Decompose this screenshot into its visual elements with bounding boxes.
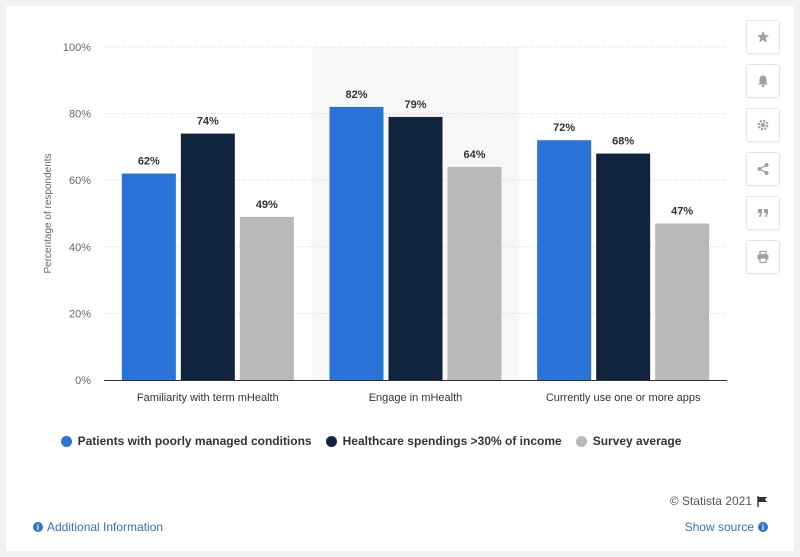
- bar: [329, 106, 384, 380]
- y-tick-label: 0%: [75, 375, 91, 387]
- bar: [388, 116, 443, 381]
- share-button[interactable]: [746, 152, 780, 186]
- data-label: 74%: [197, 116, 219, 128]
- legend-dot-spendings: [325, 435, 337, 447]
- legend-label-average: Survey average: [592, 434, 682, 448]
- toolbar: [746, 20, 780, 284]
- legend-item-average[interactable]: Survey average: [575, 434, 682, 448]
- gear-icon: [757, 119, 769, 131]
- notification-button[interactable]: [746, 64, 780, 98]
- y-tick-label: 100%: [63, 42, 91, 54]
- print-button[interactable]: [746, 240, 780, 274]
- legend-label-patients: Patients with poorly managed conditions: [77, 434, 312, 448]
- quote-icon: [758, 209, 768, 217]
- y-tick-label: 60%: [69, 175, 91, 187]
- statista-credit[interactable]: © Statista 2021: [670, 494, 768, 508]
- additional-information-label: Additional Information: [47, 520, 164, 534]
- data-label: 64%: [463, 149, 485, 161]
- data-label: 72%: [553, 122, 575, 134]
- star-icon: [757, 31, 769, 43]
- bar: [596, 153, 651, 380]
- data-label: 62%: [138, 156, 160, 168]
- info-icon: i: [33, 522, 43, 532]
- bar: [239, 216, 294, 380]
- data-label: 49%: [256, 199, 278, 211]
- data-label: 82%: [345, 89, 367, 101]
- bar-chart: 0% 20% 40% 60% 80% 100% Percentage of responde…: [43, 42, 727, 404]
- data-label: 47%: [671, 205, 693, 217]
- legend: Patients with poorly managed conditions …: [6, 434, 736, 448]
- x-tick-label: Familiarity with term mHealth: [137, 392, 279, 404]
- settings-button[interactable]: [746, 108, 780, 142]
- bar: [180, 133, 235, 380]
- y-tick-label: 20%: [69, 308, 91, 320]
- favorite-button[interactable]: [746, 20, 780, 54]
- bar: [537, 140, 592, 380]
- info-icon: i: [758, 522, 768, 532]
- bar: [447, 166, 502, 380]
- credit-text: © Statista 2021: [669, 494, 752, 508]
- bar: [655, 223, 710, 380]
- legend-dot-average: [575, 435, 587, 447]
- x-tick-label: Currently use one or more apps: [546, 392, 701, 404]
- legend-label-spendings: Healthcare spendings >30% of income: [342, 434, 562, 448]
- bar: [121, 173, 176, 380]
- x-tick-label: Engage in mHealth: [369, 392, 463, 404]
- cite-button[interactable]: [746, 196, 780, 230]
- bell-icon: [758, 75, 768, 88]
- share-icon: [757, 163, 769, 175]
- y-tick-label: 80%: [69, 109, 91, 121]
- show-source-label: Show source: [684, 520, 754, 534]
- flag-icon: [757, 495, 767, 507]
- legend-dot-patients: [60, 435, 72, 447]
- show-source-link[interactable]: Show source i: [685, 520, 768, 534]
- additional-information-link[interactable]: i Additional Information: [33, 520, 163, 534]
- y-axis-label: Percentage of respondents: [43, 153, 54, 273]
- data-label: 68%: [612, 136, 634, 148]
- legend-item-spendings[interactable]: Healthcare spendings >30% of income: [325, 434, 562, 448]
- chart-card: 0% 20% 40% 60% 80% 100% Percentage of responde…: [6, 6, 794, 551]
- print-icon: [757, 250, 769, 264]
- legend-item-patients[interactable]: Patients with poorly managed conditions: [60, 434, 312, 448]
- y-tick-label: 40%: [69, 242, 91, 254]
- data-label: 79%: [404, 99, 426, 111]
